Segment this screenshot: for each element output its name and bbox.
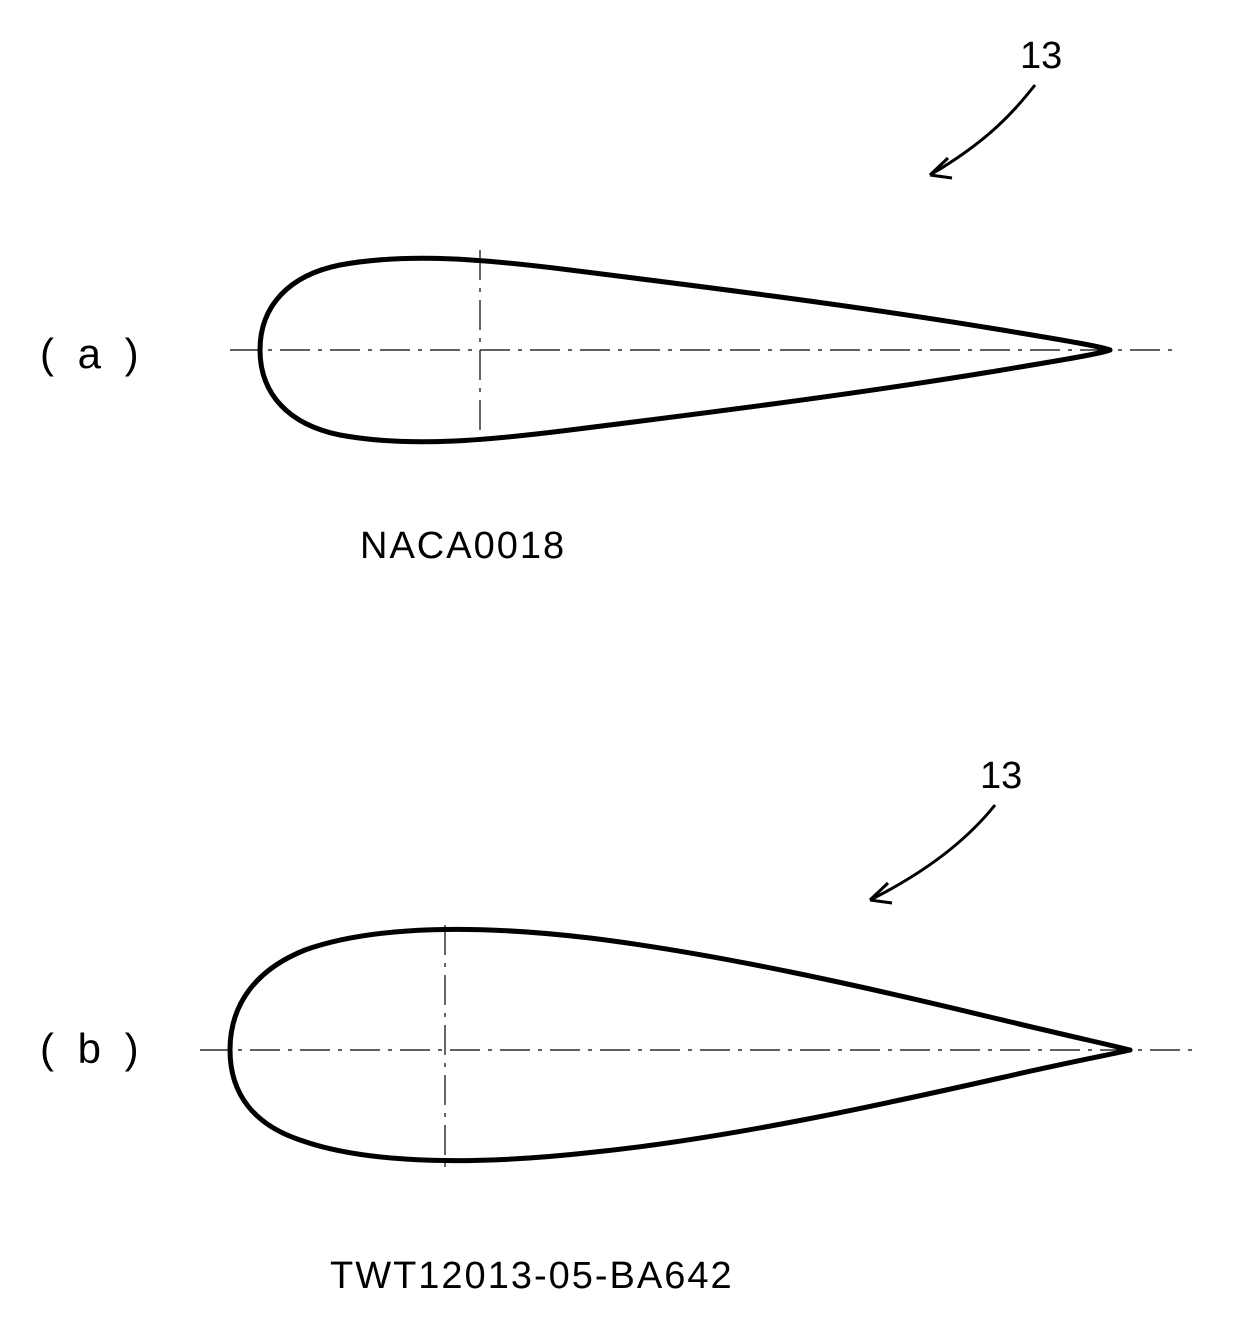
panel-a-callout-arrow: [0, 0, 1240, 300]
airfoil-lower: [260, 350, 1110, 442]
panel-b-caption: TWT12013-05-BA642: [330, 1255, 734, 1298]
page-root: ( a ) 13 NACA0018 ( b ) 13 TWT12013-05-B…: [0, 0, 1240, 1342]
panel-b-callout-arrow: [0, 745, 1240, 1045]
airfoil-lower: [230, 1050, 1130, 1161]
panel-a-caption: NACA0018: [360, 525, 566, 568]
panel-a-label: ( a ): [40, 330, 145, 378]
